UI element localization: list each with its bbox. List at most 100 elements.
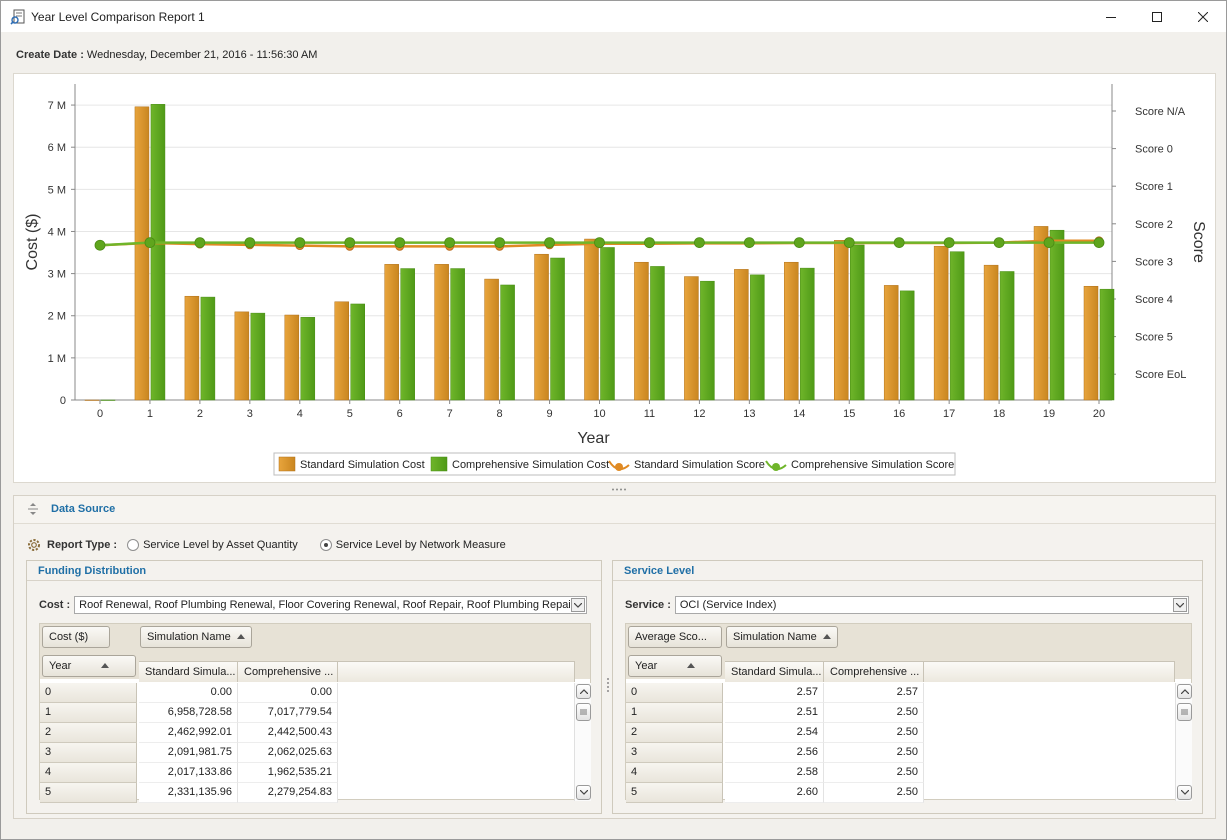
cost-combo[interactable]: Roof Renewal, Roof Plumbing Renewal, Flo…: [74, 596, 588, 614]
horizontal-splitter[interactable]: [13, 485, 1216, 494]
scroll-up-button[interactable]: [576, 684, 591, 699]
y-axis-title: Cost ($): [24, 214, 41, 271]
x-tick-label: 11: [644, 408, 655, 420]
right-tick-label: Score 0: [1135, 144, 1173, 156]
radio-asset-quantity[interactable]: Service Level by Asset Quantity: [127, 539, 298, 551]
collapse-toggle-icon[interactable]: [27, 502, 39, 516]
funding-data-field-button[interactable]: Cost ($): [42, 626, 110, 648]
right-tick-label: Score 4: [1135, 294, 1173, 306]
funding-pivot-grid: Cost ($) Simulation Name Year Standard S…: [39, 623, 591, 803]
comparison-chart: 0 1 M 2 M 3 M 4 M 5 M 6 M 7 M Score N/A Score 0 Sc…: [24, 84, 1207, 476]
x-tick-label: 7: [447, 408, 453, 420]
cell-comprehensive: 2,279,254.83: [238, 783, 338, 803]
point-comprehensive-score: [344, 237, 356, 249]
bar-standard-cost: [1033, 226, 1049, 401]
grip-lines-icon: [1181, 709, 1188, 715]
chevron-down-icon: [1175, 602, 1184, 608]
row-key[interactable]: 2: [40, 723, 137, 743]
service-col-header-standard[interactable]: Standard Simula...: [725, 661, 824, 682]
service-column-field-button[interactable]: Simulation Name: [726, 626, 838, 648]
bar-standard-cost: [534, 253, 549, 401]
row-key[interactable]: 1: [40, 703, 137, 723]
maximize-button[interactable]: [1134, 1, 1180, 32]
cell-standard: 2.54: [725, 723, 824, 743]
funding-row-field-label: Year: [49, 660, 72, 672]
radio-asset-quantity-dot[interactable]: [127, 539, 140, 551]
funding-col-header-comprehensive[interactable]: Comprehensive ...: [238, 661, 338, 682]
sort-ascending-icon: [236, 634, 245, 639]
service-row-field-button[interactable]: Year: [628, 655, 722, 677]
cell-standard: 2,017,133.86: [139, 763, 238, 783]
point-comprehensive-score: [644, 237, 655, 249]
row-key[interactable]: 4: [40, 763, 137, 783]
bar-standard-cost: [184, 295, 200, 401]
service-col-header-comprehensive[interactable]: Comprehensive ...: [824, 661, 924, 682]
scroll-thumb[interactable]: [1177, 703, 1192, 721]
service-data-field-label: Average Sco...: [635, 631, 707, 643]
cost-combo-dropdown-button[interactable]: [571, 598, 586, 612]
window-title: Year Level Comparison Report 1: [31, 10, 205, 24]
bar-standard-cost: [883, 285, 899, 401]
service-combo[interactable]: OCI (Service Index): [674, 596, 1189, 614]
service-col-header-comprehensive-label: Comprehensive ...: [830, 666, 920, 678]
scroll-down-button[interactable]: [1177, 785, 1192, 800]
bar-comprehensive-cost: [850, 244, 865, 401]
row-key[interactable]: 2: [626, 723, 723, 743]
service-col-header-standard-label: Standard Simula...: [731, 666, 822, 678]
radio-network-measure[interactable]: Service Level by Network Measure: [319, 539, 506, 551]
legend-marker-comprehensive-score: [772, 463, 780, 471]
funding-column-field-button[interactable]: Simulation Name: [140, 626, 252, 648]
scroll-thumb[interactable]: [576, 703, 591, 721]
minimize-icon: [1106, 16, 1116, 18]
maximize-icon: [1152, 11, 1162, 22]
cell-comprehensive: 2.57: [824, 683, 924, 703]
service-combo-value: OCI (Service Index): [679, 599, 777, 611]
service-column-field-label: Simulation Name: [733, 631, 817, 643]
sort-ascending-icon: [822, 634, 831, 639]
x-tick-label: 3: [247, 408, 253, 420]
funding-col-header-standard[interactable]: Standard Simula...: [139, 661, 238, 682]
bar-comprehensive-cost: [800, 267, 815, 401]
minimize-button[interactable]: [1088, 1, 1134, 32]
row-key[interactable]: 5: [40, 783, 137, 803]
row-key[interactable]: 3: [40, 743, 137, 763]
row-key[interactable]: 1: [626, 703, 723, 723]
bar-comprehensive-cost: [700, 280, 715, 401]
row-key[interactable]: 0: [626, 683, 723, 703]
bar-comprehensive-cost: [400, 268, 415, 401]
cell-standard: 2.60: [725, 783, 824, 803]
funding-vertical-scrollbar[interactable]: [574, 683, 591, 801]
bar-comprehensive-cost: [100, 399, 116, 401]
sort-ascending-icon: [687, 663, 696, 668]
close-button[interactable]: [1180, 1, 1226, 32]
radio-network-measure-label: Service Level by Network Measure: [335, 539, 506, 551]
service-vertical-scrollbar[interactable]: [1175, 683, 1192, 801]
row-key[interactable]: 5: [626, 783, 723, 803]
bar-comprehensive-cost: [300, 317, 316, 401]
funding-row-field-button[interactable]: Year: [42, 655, 136, 677]
data-source-header[interactable]: Data Source: [14, 496, 1215, 524]
x-tick-label: 6: [397, 408, 403, 420]
row-key[interactable]: 0: [40, 683, 137, 703]
y-tick-label: 4 M: [48, 226, 66, 238]
bar-comprehensive-cost: [250, 312, 266, 401]
service-data-field-button[interactable]: Average Sco...: [628, 626, 722, 648]
vertical-splitter-grip-icon[interactable]: [605, 557, 611, 813]
service-level-header: Service Level: [613, 561, 1202, 581]
radio-network-measure-dot[interactable]: [319, 539, 332, 551]
service-combo-dropdown-button[interactable]: [1172, 598, 1187, 612]
bar-standard-cost: [134, 106, 150, 401]
create-date-value: Wednesday, December 21, 2016 - 11:56:30 …: [86, 49, 318, 61]
cell-comprehensive: 2.50: [824, 703, 924, 723]
scroll-up-button[interactable]: [1177, 684, 1192, 699]
scroll-down-button[interactable]: [576, 785, 591, 800]
right-tick-label: Score 1: [1135, 181, 1173, 193]
x-tick-label: 1: [147, 408, 153, 420]
point-comprehensive-score: [244, 237, 256, 249]
point-comprehensive-score: [943, 237, 955, 249]
row-key[interactable]: 4: [626, 763, 723, 783]
x-tick-label: 17: [943, 408, 955, 420]
cell-comprehensive: 1,962,535.21: [238, 763, 338, 783]
row-key[interactable]: 3: [626, 743, 723, 763]
